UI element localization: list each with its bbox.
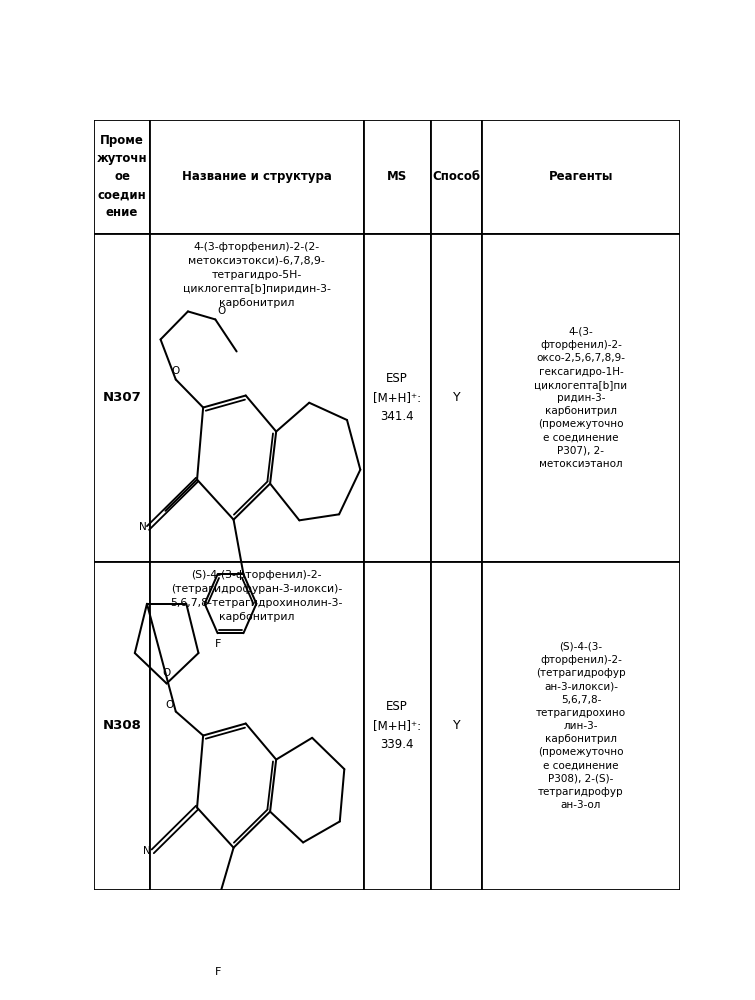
Text: N: N [138, 522, 146, 532]
Text: 4-(3-
фторфенил)-2-
оксо-2,5,6,7,8,9-
гексагидро-1H-
циклогепта[b]пи
ридин-3-
ка: 4-(3- фторфенил)-2- оксо-2,5,6,7,8,9- ге… [535, 327, 627, 469]
Bar [94, 120, 150, 234]
Bar [364, 562, 431, 890]
Text: Y: Y [453, 391, 461, 404]
Text: ESP
[M+H]⁺:
339.4: ESP [M+H]⁺: 339.4 [373, 700, 421, 751]
Bar [364, 234, 431, 562]
Bar [431, 562, 482, 890]
Text: Способ: Способ [433, 170, 481, 183]
Text: O: O [165, 700, 174, 710]
Text: 4-(3-фторфенил)-2-(2-
метоксиэтокси)-6,7,8,9-
тетрагидро-5H-
циклогепта[b]пириди: 4-(3-фторфенил)-2-(2- метоксиэтокси)-6,7… [183, 242, 331, 308]
Text: N308: N308 [103, 719, 142, 732]
Text: O: O [162, 668, 171, 678]
Text: (S)-4-(3-фторфенил)-2-
(тетрагидрофуран-3-илокси)-
5,6,7,8-тетрагидрохинолин-3-
: (S)-4-(3-фторфенил)-2- (тетрагидрофуран-… [171, 570, 343, 622]
Text: (S)-4-(3-
фторфенил)-2-
(тетрагидрофур
ан-3-илокси)-
5,6,7,8-
тетрагидрохино
лин: (S)-4-(3- фторфенил)-2- (тетрагидрофур а… [536, 642, 626, 810]
Bar [431, 120, 482, 234]
Text: O: O [171, 366, 180, 376]
Bar [431, 234, 482, 562]
Bar [94, 234, 150, 562]
Text: Y: Y [453, 719, 461, 732]
Bar [482, 120, 680, 234]
Text: Реагенты: Реагенты [549, 170, 613, 183]
Bar [482, 234, 680, 562]
Text: N: N [143, 846, 151, 856]
Text: Проме
жуточн
ое
соедин
ение: Проме жуточн ое соедин ение [97, 134, 147, 219]
Text: N307: N307 [103, 391, 141, 404]
Text: ESP
[M+H]⁺:
341.4: ESP [M+H]⁺: 341.4 [373, 372, 421, 423]
Bar [482, 562, 680, 890]
Text: MS: MS [387, 170, 407, 183]
Bar [150, 562, 364, 890]
Text: O: O [217, 306, 225, 316]
Text: Название и структура: Название и структура [182, 170, 331, 183]
Bar [94, 562, 150, 890]
Text: F: F [214, 639, 220, 649]
Bar [150, 234, 364, 562]
Bar [150, 120, 364, 234]
Text: F: F [214, 967, 220, 977]
Bar [364, 120, 431, 234]
